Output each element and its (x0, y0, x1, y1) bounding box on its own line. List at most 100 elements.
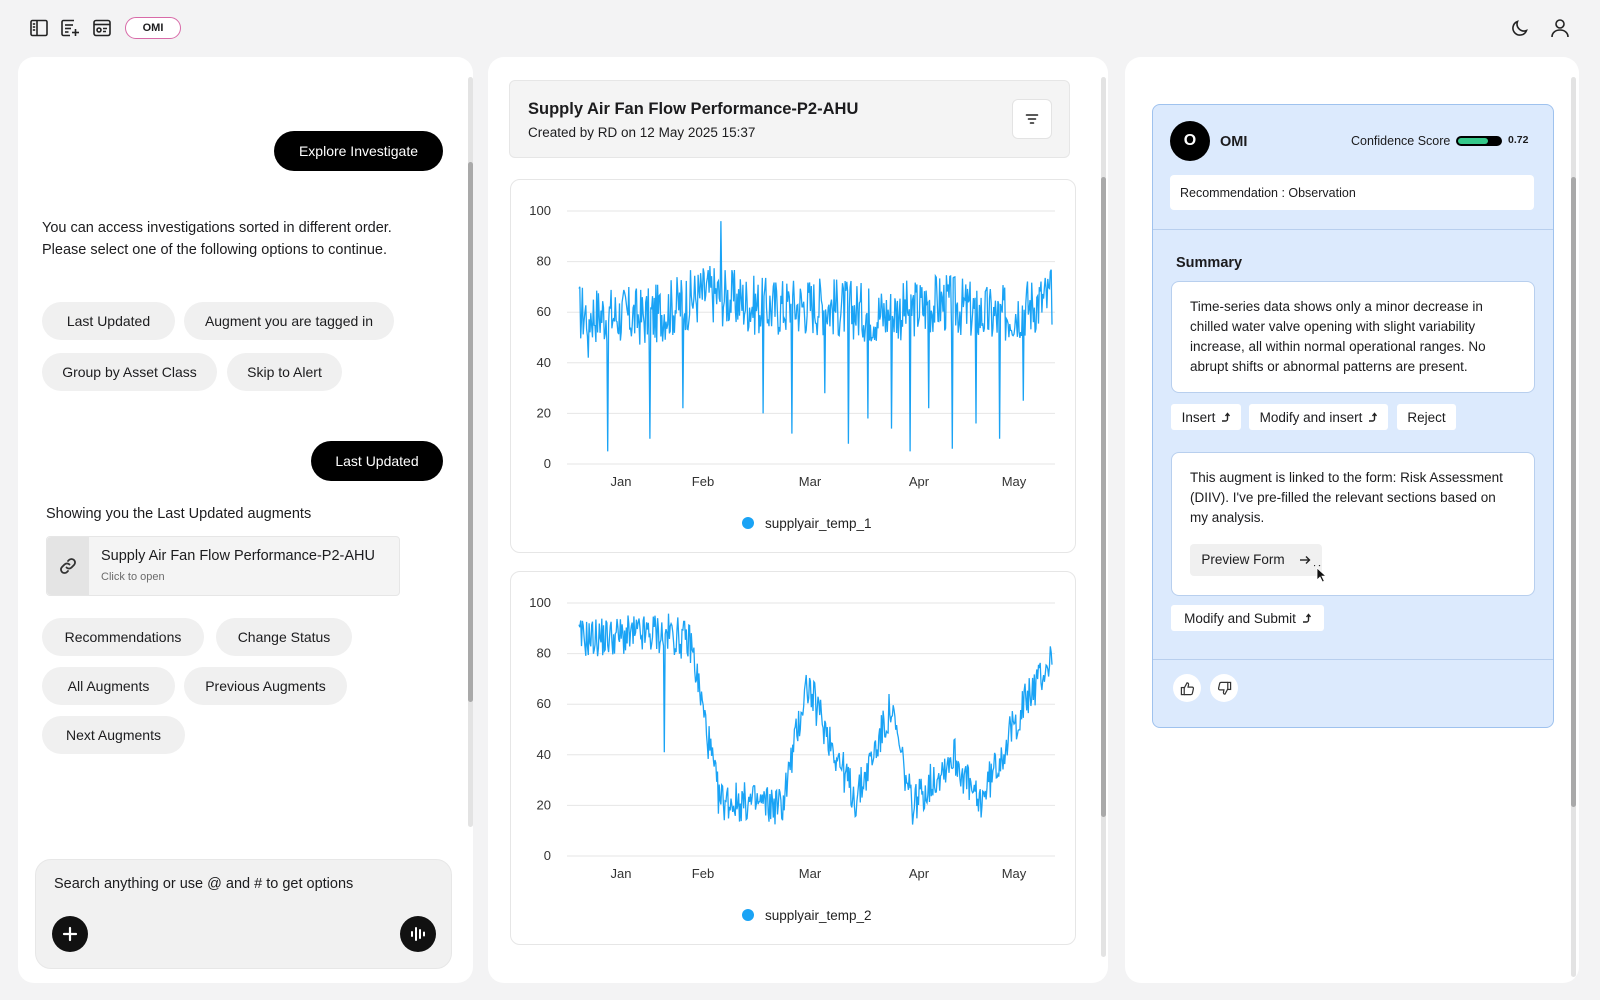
thumbs-up-icon (1180, 681, 1194, 695)
left-scrollbar[interactable] (468, 77, 473, 827)
change-status-chip[interactable]: Change Status (216, 618, 352, 656)
modify-and-insert-button[interactable]: Modify and insert (1249, 404, 1388, 430)
y-tick-label: 100 (529, 595, 551, 610)
y-tick-label: 40 (537, 355, 551, 370)
option-skip-to-alert[interactable]: Skip to Alert (227, 353, 342, 391)
x-tick-label: Mar (799, 474, 822, 489)
divider (1153, 659, 1553, 660)
thumbs-down-icon (1217, 681, 1231, 695)
thumbs-down-button[interactable] (1210, 674, 1238, 702)
chart-card-2: 0 20 40 60 80 100 Jan Feb Mar Apr May supplyair_tem… (510, 571, 1076, 945)
divider (1153, 229, 1553, 230)
reject-label: Reject (1407, 409, 1446, 425)
chart-panel: Supply Air Fan Flow Performance-P2-AHU C… (488, 57, 1108, 983)
legend-marker (742, 909, 754, 921)
augment-card[interactable]: Supply Air Fan Flow Performance-P2-AHU C… (46, 536, 400, 596)
confidence-bar-fill (1458, 138, 1489, 144)
intro-text: You can access investigations sorted in … (42, 220, 392, 258)
x-tick-label: May (1002, 866, 1027, 881)
reject-button[interactable]: Reject (1397, 404, 1456, 430)
selected-last-updated-bubble: Last Updated (311, 441, 443, 481)
legend-label: supplyair_temp_1 (765, 516, 872, 531)
y-tick-label: 100 (529, 203, 551, 218)
x-tick-label: Mar (799, 866, 822, 881)
recommendation-box: Recommendation : Observation (1170, 175, 1534, 210)
omi-pill[interactable]: OMI (125, 17, 181, 39)
form-text: This augment is linked to the form: Risk… (1190, 470, 1503, 525)
user-icon[interactable] (1548, 16, 1572, 40)
summary-text: Time-series data shows only a minor decr… (1190, 299, 1486, 374)
insert-label: Insert (1181, 409, 1216, 425)
left-scrollbar-thumb[interactable] (468, 162, 473, 702)
new-note-icon[interactable] (58, 16, 82, 40)
voice-button[interactable] (400, 916, 436, 952)
add-button[interactable] (52, 916, 88, 952)
explore-investigate-button[interactable]: Explore Investigate (274, 131, 443, 171)
option-group-by-asset-class[interactable]: Group by Asset Class (42, 353, 217, 391)
legend-label: supplyair_temp_2 (765, 908, 872, 923)
return-arrow-icon (1369, 412, 1378, 422)
x-tick-label: Apr (909, 866, 930, 881)
x-tick-label: Apr (909, 474, 930, 489)
right-scrollbar-thumb[interactable] (1571, 177, 1576, 807)
y-tick-label: 20 (537, 797, 551, 812)
preview-form-label: Preview Form (1201, 552, 1285, 567)
omi-avatar: O (1170, 121, 1210, 161)
option-augment-tagged[interactable]: Augment you are tagged in (184, 302, 394, 340)
form-text-box: This augment is linked to the form: Risk… (1171, 452, 1535, 596)
modify-and-insert-label: Modify and insert (1259, 409, 1363, 425)
search-input[interactable] (54, 876, 434, 892)
summary-label: Summary (1176, 255, 1243, 271)
middle-scrollbar[interactable] (1101, 77, 1106, 957)
previous-augments-chip[interactable]: Previous Augments (184, 667, 347, 705)
return-arrow-icon (1302, 613, 1311, 623)
thumbs-up-button[interactable] (1173, 674, 1201, 702)
omi-panel: O OMI Confidence Score 0.72 Recommendati… (1125, 57, 1579, 983)
next-augments-chip[interactable]: Next Augments (42, 716, 185, 754)
y-tick-label: 40 (537, 747, 551, 762)
y-tick-label: 80 (537, 646, 551, 661)
audio-wave-icon (411, 927, 425, 941)
modify-and-submit-label: Modify and Submit (1184, 610, 1296, 626)
y-tick-label: 0 (544, 848, 551, 863)
plus-icon (62, 926, 78, 942)
y-tick-label: 20 (537, 405, 551, 420)
line-chart-2: 0 20 40 60 80 100 Jan Feb Mar Apr May supplyair_tem… (529, 595, 1055, 923)
series-line (578, 613, 1053, 825)
filter-button[interactable] (1012, 99, 1052, 139)
x-tick-label: May (1002, 474, 1027, 489)
preview-form-button[interactable]: Preview Form (1190, 544, 1322, 576)
chart-header: Supply Air Fan Flow Performance-P2-AHU C… (509, 80, 1070, 158)
confidence-label: Confidence Score (1351, 134, 1451, 148)
confidence-bar (1456, 136, 1502, 146)
confidence-value: 0.72 (1508, 134, 1529, 146)
line-chart-1: 0 20 40 60 80 100 Jan Feb Mar Apr May supplyair_tem… (529, 203, 1055, 531)
x-tick-label: Feb (692, 866, 714, 881)
filter-icon (1025, 114, 1039, 124)
y-tick-label: 80 (537, 254, 551, 269)
right-scrollbar[interactable] (1571, 77, 1576, 977)
all-augments-chip[interactable]: All Augments (42, 667, 175, 705)
chat-panel: Explore Investigate You can access inves… (18, 57, 473, 983)
sidebar-icon[interactable] (27, 16, 51, 40)
browser-window-icon[interactable] (90, 16, 114, 40)
showing-text: Showing you the Last Updated augments (46, 506, 312, 522)
recommendations-chip[interactable]: Recommendations (42, 618, 204, 656)
y-tick-label: 60 (537, 696, 551, 711)
insert-button[interactable]: Insert (1171, 404, 1241, 430)
omi-card: O OMI Confidence Score 0.72 Recommendati… (1152, 104, 1554, 728)
option-last-updated[interactable]: Last Updated (42, 302, 175, 340)
y-tick-label: 60 (537, 304, 551, 319)
search-box (35, 859, 452, 969)
moon-icon[interactable] (1508, 16, 1532, 40)
return-arrow-icon (1222, 412, 1231, 422)
omi-name: OMI (1220, 134, 1248, 150)
y-tick-label: 0 (544, 456, 551, 471)
augment-card-subtitle: Click to open (101, 571, 165, 583)
modify-and-submit-button[interactable]: Modify and Submit (1171, 605, 1324, 631)
chart-card-1: 0 20 40 60 80 100 Jan Feb Mar Apr May supplyair_tem… (510, 179, 1076, 553)
middle-scrollbar-thumb[interactable] (1101, 177, 1106, 817)
chart-panel-title: Supply Air Fan Flow Performance-P2-AHU (528, 100, 859, 118)
summary-text-box: Time-series data shows only a minor decr… (1171, 281, 1535, 393)
augment-card-title: Supply Air Fan Flow Performance-P2-AHU (101, 548, 375, 564)
